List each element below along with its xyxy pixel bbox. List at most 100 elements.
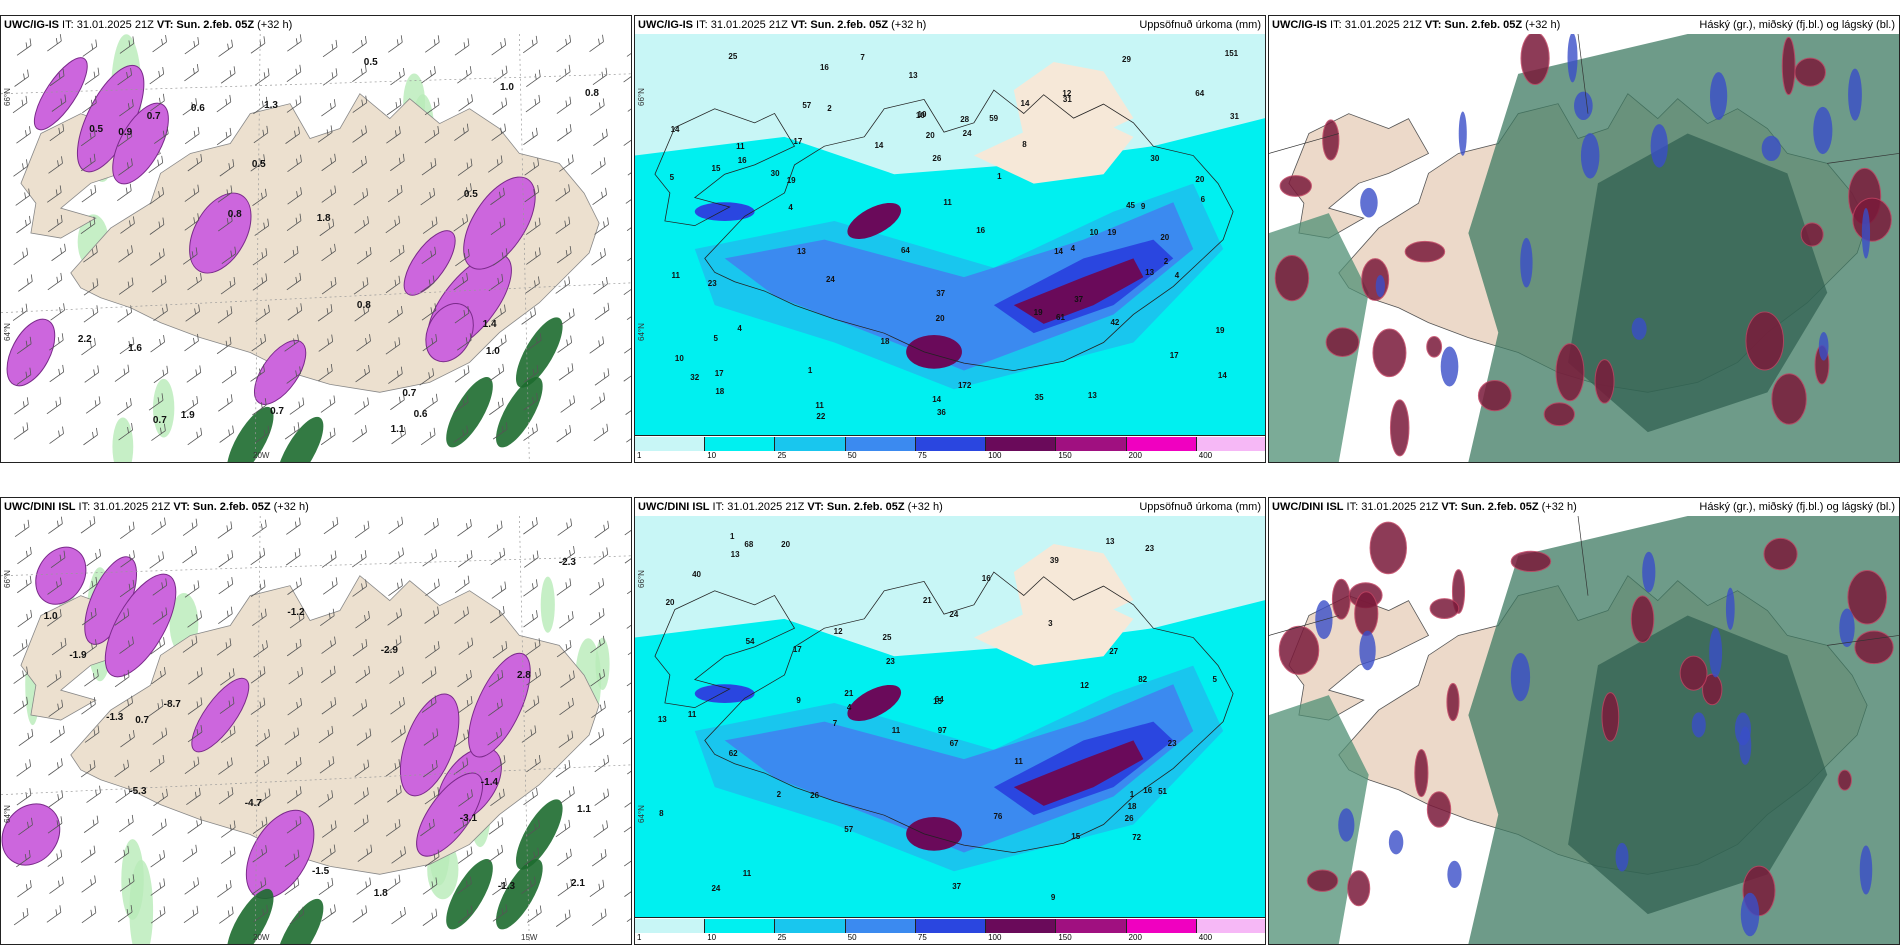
wind-barb-icon xyxy=(593,128,608,147)
colorbar-box xyxy=(1126,437,1197,451)
wind-barb-icon xyxy=(388,516,404,535)
map-svg xyxy=(1269,516,1899,944)
wind-barb-icon xyxy=(80,845,96,863)
longitude-line xyxy=(519,516,530,944)
wind-barb-icon xyxy=(591,908,607,926)
wind-barb-icon xyxy=(252,608,267,626)
wind-barb-icon xyxy=(18,817,33,836)
precip-value-label: 13 xyxy=(908,70,918,80)
wind-barb-icon xyxy=(591,157,606,175)
wind-barb-icon xyxy=(555,819,571,838)
wind-barb-icon xyxy=(150,93,165,112)
low-cloud-area xyxy=(1679,655,1708,691)
precip-value-label: 31 xyxy=(1062,95,1072,105)
model-name: UWC/DINI ISL xyxy=(4,501,76,513)
wind-barb-icon xyxy=(80,128,96,147)
model-name: UWC/DINI ISL xyxy=(638,501,710,513)
precip-value-label: 37 xyxy=(936,288,946,298)
wind-barb-icon xyxy=(424,125,440,144)
wind-barb-icon xyxy=(15,188,31,206)
wind-barb-icon xyxy=(422,333,438,352)
panel-header: UWC/DINI ISL IT: 31.01.2025 21Z VT: Sun.… xyxy=(1269,498,1899,516)
wind-barb-icon xyxy=(593,423,609,442)
value-label: 0.5 xyxy=(251,158,266,170)
wind-barb-icon xyxy=(593,277,608,295)
wind-barb-icon xyxy=(457,66,472,84)
low-cloud-area xyxy=(1369,521,1407,575)
value-label: 1.3 xyxy=(264,99,278,111)
colorbar-tick-label: 1 xyxy=(637,933,642,942)
panel-header: UWC/DINI ISL IT: 31.01.2025 21Z VT: Sun.… xyxy=(1,498,631,516)
low-cloud-area xyxy=(1389,399,1410,457)
value-label: 0.7 xyxy=(402,388,417,400)
value-label: -3.1 xyxy=(459,813,478,825)
value-label: 1.9 xyxy=(180,409,195,421)
wind-barb-icon xyxy=(184,877,200,895)
precip-snow-area xyxy=(253,339,307,405)
wind-barb-icon xyxy=(453,395,469,413)
wind-barb-icon xyxy=(560,308,575,326)
precip-snow-area xyxy=(468,652,531,758)
wind-barb-icon xyxy=(488,844,504,863)
wind-barb-icon xyxy=(560,786,575,804)
mid-cloud-area xyxy=(1458,111,1467,156)
precip-value-label: 12 xyxy=(833,627,843,637)
precip-value-label: 13 xyxy=(1087,390,1097,400)
low-cloud-area xyxy=(1630,595,1655,643)
wind-barb-icon xyxy=(489,363,505,382)
precip-value-label: 14 xyxy=(1054,247,1063,257)
wind-barb-icon xyxy=(216,94,232,113)
wind-barb-icon xyxy=(424,787,440,805)
wind-barb-icon xyxy=(419,368,435,386)
mid-cloud-area xyxy=(1839,608,1855,648)
model-name: UWC/DINI ISL xyxy=(1272,501,1344,513)
wind-barb-icon xyxy=(149,187,164,205)
wind-barb-icon xyxy=(187,610,202,628)
precip-rain-area xyxy=(515,799,563,870)
precip-value-label: 40 xyxy=(692,569,701,579)
wind-barb-icon xyxy=(18,274,33,292)
low-cloud-area xyxy=(1322,119,1340,161)
precip-rain-area xyxy=(446,859,493,930)
precip-value-label: 11 xyxy=(943,197,952,207)
wind-barb-icon xyxy=(253,96,268,115)
precip-100mm-area xyxy=(1013,740,1144,806)
wind-barb-icon xyxy=(594,754,610,773)
map-svg xyxy=(635,34,1265,436)
wind-barb-icon xyxy=(555,184,571,202)
model-name: UWC/IG-IS xyxy=(1272,19,1327,31)
wind-barb-icon xyxy=(391,426,406,445)
mid-cloud-area xyxy=(1848,68,1862,121)
wind-barb-icon xyxy=(523,787,538,806)
wind-barb-icon xyxy=(321,697,337,715)
wind-barb-icon xyxy=(13,666,28,684)
latitude-line xyxy=(1,764,631,796)
wind-barb-icon xyxy=(354,216,369,234)
value-label: -1.3 xyxy=(106,712,124,724)
wind-barb-icon xyxy=(453,272,468,291)
wind-barb-icon xyxy=(352,639,368,657)
wind-barb-icon xyxy=(594,520,610,539)
precip-value-label: 13 xyxy=(796,247,806,257)
wind-barb-icon xyxy=(594,788,610,806)
panel-title: Háský (gr.), miðský (fj.bl.) og lágský (… xyxy=(1699,19,1895,31)
colorbar-box xyxy=(986,919,1057,933)
wind-barb-icon xyxy=(117,398,132,416)
wind-barb-icon xyxy=(289,906,305,925)
wind-barb-icon xyxy=(425,578,440,596)
wind-barb-icon xyxy=(252,845,268,863)
wind-barb-icon xyxy=(221,246,237,264)
low-cloud-area xyxy=(1347,870,1371,907)
value-label: 1.8 xyxy=(373,887,388,899)
init-time: IT: 31.01.2025 21Z xyxy=(709,501,808,513)
precip-value-label: 4 xyxy=(1070,244,1076,254)
wind-barb-icon xyxy=(187,697,203,715)
low-cloud-area xyxy=(1837,769,1852,791)
wind-barb-icon xyxy=(525,638,541,656)
precip-75mm-area xyxy=(694,684,755,703)
wind-barb-icon xyxy=(354,397,369,415)
precip-snow-area xyxy=(463,176,536,270)
wind-barb-icon xyxy=(626,682,631,687)
wind-barb-icon xyxy=(16,215,31,234)
wind-barb-icon xyxy=(220,668,235,686)
